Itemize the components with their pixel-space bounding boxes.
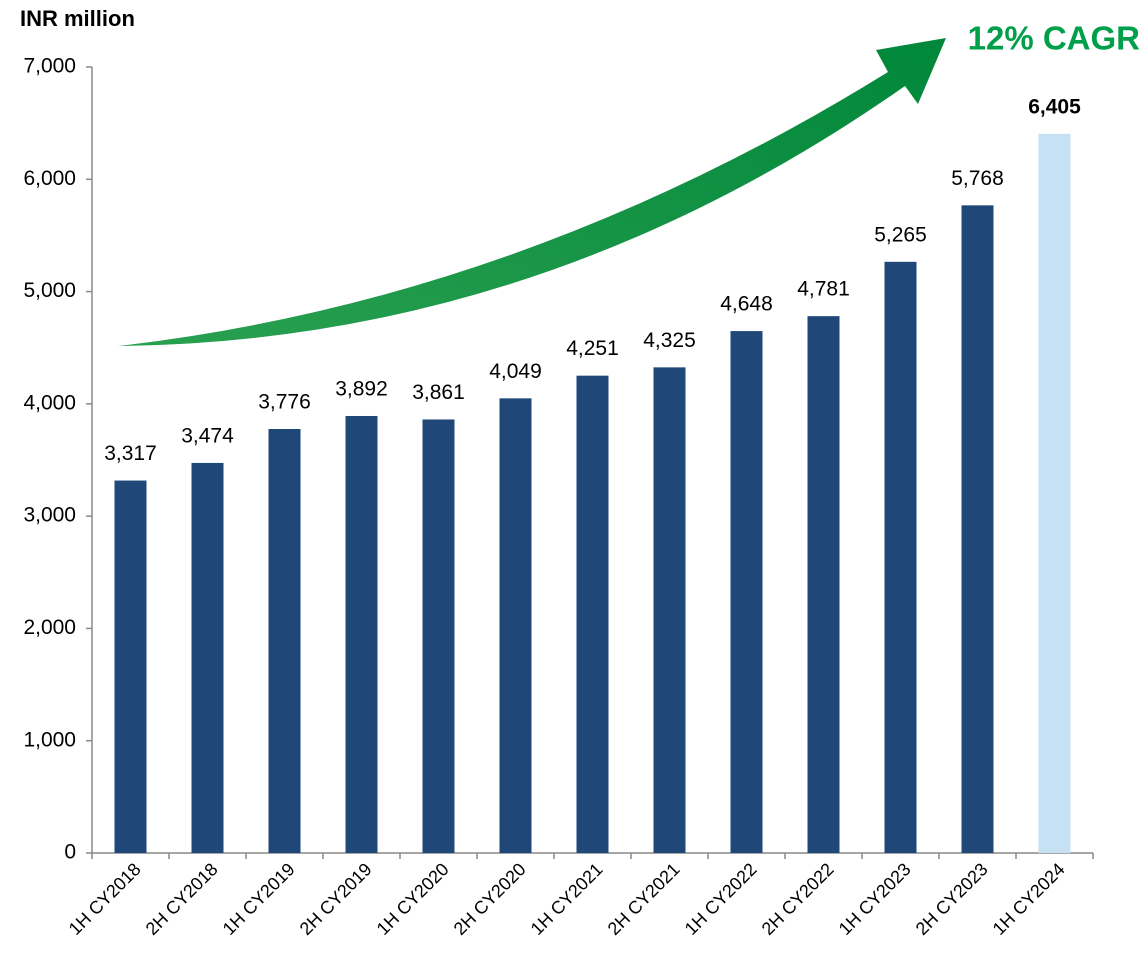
x-tick-label: 1H CY2021 [527, 859, 607, 939]
x-tick-label: 1H CY2020 [373, 859, 453, 939]
x-tick-label: 2H CY2020 [450, 859, 530, 939]
value-label: 3,861 [412, 381, 465, 404]
y-tick-label: 3,000 [23, 504, 76, 527]
bar [807, 316, 840, 853]
y-tick-label: 7,000 [23, 55, 76, 78]
y-tick-label: 4,000 [23, 391, 76, 414]
x-tick-label: 2H CY2022 [758, 859, 838, 939]
x-tick-label: 2H CY2018 [142, 859, 222, 939]
value-label: 3,474 [181, 424, 234, 447]
value-label: 3,892 [335, 378, 388, 401]
value-label: 4,251 [566, 337, 619, 360]
y-axis-label: INR million [20, 6, 135, 31]
x-tick-label: 1H CY2024 [989, 859, 1069, 939]
value-label: 4,325 [643, 329, 696, 352]
value-label: 3,317 [104, 442, 157, 465]
x-tick-label: 2H CY2023 [912, 859, 992, 939]
bar [268, 429, 301, 853]
bar [1038, 133, 1071, 853]
bar [191, 462, 224, 853]
value-label: 5,265 [874, 223, 927, 246]
value-label: 6,405 [1028, 95, 1081, 118]
bar [345, 415, 378, 853]
value-label: 4,648 [720, 293, 773, 316]
bar [576, 375, 609, 853]
x-tick-label: 1H CY2018 [65, 859, 145, 939]
bar [884, 261, 917, 854]
bar [499, 398, 532, 853]
bar [422, 419, 455, 853]
y-tick-label: 2,000 [23, 616, 76, 639]
y-tick-label: 5,000 [23, 279, 76, 302]
bar [961, 205, 994, 853]
x-tick-label: 2H CY2019 [296, 859, 376, 939]
value-label: 5,768 [951, 167, 1004, 190]
x-tick-label: 1H CY2022 [681, 859, 761, 939]
x-tick-label: 1H CY2019 [219, 859, 299, 939]
y-tick-label: 1,000 [23, 728, 76, 751]
value-label: 3,776 [258, 391, 311, 414]
value-label: 4,049 [489, 360, 542, 383]
x-tick-label: 1H CY2023 [835, 859, 915, 939]
bar [114, 480, 147, 853]
bar [653, 367, 686, 853]
x-tick-label: 2H CY2021 [604, 859, 684, 939]
y-tick-label: 0 [64, 841, 76, 864]
value-label: 4,781 [797, 278, 850, 301]
y-tick-label: 6,000 [23, 167, 76, 190]
cagr-annotation: 12% CAGR [968, 20, 1141, 57]
bar [730, 331, 763, 853]
